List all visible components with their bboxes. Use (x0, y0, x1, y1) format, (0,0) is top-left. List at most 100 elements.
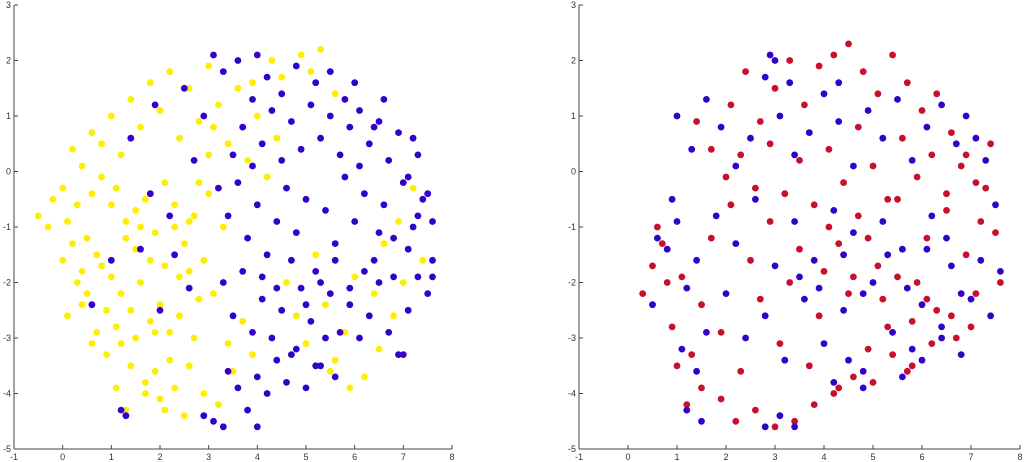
scatter-point-series-0 (234, 84, 242, 92)
scatter-point-series-0 (933, 306, 941, 314)
scatter-point-series-1 (938, 323, 945, 331)
scatter-point-series-1 (663, 245, 671, 253)
scatter-point-series-1 (414, 273, 422, 281)
y-tick-label: -5 (568, 444, 576, 454)
scatter-point-series-0 (180, 412, 188, 420)
scatter-point-series-0 (351, 273, 359, 281)
scatter-point-series-0 (874, 262, 882, 270)
scatter-point-series-1 (356, 334, 363, 342)
scatter-point-series-0 (171, 384, 179, 392)
scatter-point-series-0 (73, 201, 81, 209)
scatter-point-series-0 (698, 301, 705, 309)
x-tick-label: 0 (60, 452, 65, 462)
scatter-point-series-0 (98, 262, 105, 270)
scatter-point-series-0 (326, 367, 334, 375)
scatter-point-series-1 (404, 306, 412, 314)
scatter-point-series-1 (683, 284, 691, 292)
scatter-point-series-0 (59, 184, 67, 192)
scatter-point-series-1 (894, 96, 901, 103)
scatter-point-series-0 (747, 256, 754, 264)
scatter-point-series-0 (127, 96, 135, 103)
x-tick-label: 6 (919, 452, 924, 462)
scatter-point-series-0 (224, 140, 232, 148)
scatter-point-series-1 (210, 417, 217, 425)
scatter-point-series-0 (830, 390, 838, 397)
scatter-point-series-1 (361, 268, 368, 275)
scatter-point-series-0 (850, 273, 857, 281)
scatter-point-series-0 (776, 340, 784, 347)
x-tick-label: 4 (255, 452, 260, 462)
x-tick-label: -1 (575, 452, 583, 462)
scatter-point-series-0 (810, 201, 818, 209)
scatter-point-series-1 (761, 73, 769, 81)
scatter-point-series-1 (312, 362, 320, 370)
scatter-point-series-0 (869, 162, 877, 170)
scatter-point-series-1 (703, 329, 710, 336)
scatter-point-series-1 (781, 356, 789, 364)
scatter-point-series-0 (825, 223, 833, 231)
scatter-point-series-1 (292, 62, 300, 70)
scatter-point-series-0 (161, 179, 169, 187)
scatter-point-series-0 (997, 279, 1004, 286)
scatter-point-series-1 (297, 145, 305, 153)
scatter-point-series-0 (409, 184, 417, 192)
scatter-point-series-0 (312, 251, 320, 259)
scatter-point-series-0 (908, 318, 916, 325)
scatter-point-series-1 (429, 273, 436, 281)
scatter-point-series-0 (913, 173, 921, 181)
scatter-point-series-0 (112, 384, 120, 392)
scatter-point-series-0 (146, 318, 154, 325)
scatter-point-series-1 (171, 251, 179, 259)
scatter-point-series-1 (688, 145, 696, 153)
scatter-point-series-1 (943, 234, 950, 242)
scatter-point-series-1 (370, 256, 378, 264)
scatter-point-series-1 (326, 290, 334, 297)
scatter-point-series-1 (331, 373, 339, 381)
scatter-point-series-0 (399, 279, 407, 286)
scatter-point-series-0 (835, 240, 843, 248)
x-tick-label: -1 (10, 452, 18, 462)
scatter-point-series-0 (825, 145, 833, 153)
scatter-point-series-0 (142, 390, 149, 397)
scatter-point-series-1 (307, 318, 315, 325)
scatter-point-series-0 (668, 323, 676, 331)
scatter-point-series-0 (103, 351, 110, 358)
left-scatter-plot: -1 0 1 2 3 4 5 6 7 8 -5 -4 -3 -2 -1 0 1 2 3 (3, 0, 455, 462)
scatter-point-series-0 (200, 256, 208, 264)
x-tick-label: 3 (772, 452, 777, 462)
scatter-point-series-1 (923, 245, 931, 253)
scatter-point-series-1 (850, 229, 857, 237)
scatter-point-series-0 (107, 273, 115, 281)
scatter-point-series-1 (346, 301, 354, 309)
x-tick-label: 2 (723, 452, 728, 462)
scatter-point-series-1 (346, 284, 354, 292)
scatter-point-series-1 (224, 212, 232, 220)
scatter-point-series-0 (166, 68, 174, 75)
scatter-point-series-1 (253, 373, 261, 381)
scatter-point-series-1 (88, 301, 96, 309)
x-tick-label: 5 (870, 452, 875, 462)
scatter-point-series-0 (151, 367, 159, 375)
scatter-point-series-0 (103, 306, 110, 314)
scatter-point-series-0 (146, 256, 154, 264)
scatter-point-series-1 (830, 207, 838, 214)
scatter-point-series-1 (219, 279, 227, 286)
scatter-point-series-1 (414, 151, 422, 159)
scatter-point-series-1 (698, 417, 705, 425)
scatter-point-series-0 (727, 101, 735, 109)
scatter-point-series-0 (894, 273, 901, 281)
y-tick-label: 2 (6, 56, 11, 66)
scatter-point-series-1 (346, 123, 354, 131)
scatter-point-series-1 (180, 84, 188, 92)
scatter-point-series-1 (302, 195, 310, 203)
scatter-point-series-1 (859, 367, 867, 375)
scatter-point-series-0 (185, 362, 193, 370)
scatter-point-series-0 (171, 201, 179, 209)
scatter-point-series-1 (693, 256, 700, 264)
scatter-point-series-0 (683, 401, 691, 408)
scatter-point-series-1 (399, 179, 407, 187)
scatter-point-series-0 (913, 279, 921, 286)
scatter-point-series-0 (215, 401, 222, 408)
scatter-point-series-0 (283, 279, 290, 286)
scatter-point-series-1 (786, 79, 794, 87)
